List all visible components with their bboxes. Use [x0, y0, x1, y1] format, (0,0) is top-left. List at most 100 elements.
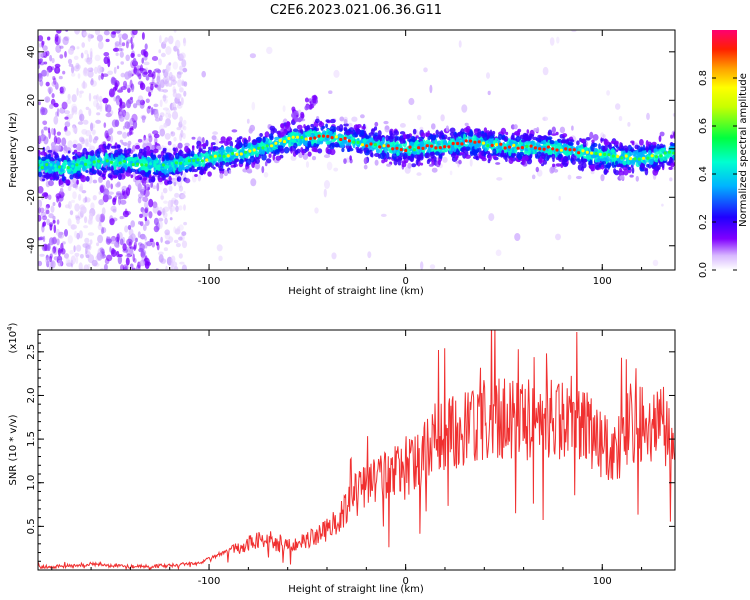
noise-point: [145, 86, 152, 92]
noise-point: [156, 75, 161, 84]
noise-point: [42, 215, 48, 221]
band-point: [592, 134, 599, 141]
band-point: [418, 136, 425, 140]
band-point: [535, 155, 540, 159]
streak-point: [277, 130, 282, 136]
ridge-point: [417, 146, 421, 150]
noise-point: [165, 63, 172, 72]
noise-point: [137, 138, 143, 143]
band-point: [54, 176, 60, 181]
noise-point: [162, 95, 168, 99]
band-point: [256, 136, 262, 142]
noise-point: [615, 103, 621, 110]
ridge-point: [97, 159, 101, 163]
noise-point: [77, 121, 84, 125]
noise-point: [73, 65, 80, 72]
ridge-point: [101, 160, 105, 164]
band-point: [228, 169, 232, 175]
noise-point: [152, 130, 159, 135]
noise-point: [575, 175, 582, 180]
ridge-point: [170, 161, 174, 166]
ridge-point: [490, 143, 494, 147]
band-point: [122, 167, 125, 174]
colorbar-tick-label: 0.0: [698, 262, 709, 278]
noise-point: [39, 79, 44, 87]
noise-point: [79, 92, 82, 99]
band-point: [348, 144, 352, 151]
ridge-point: [248, 149, 252, 153]
band-point: [67, 150, 71, 154]
noise-point: [571, 30, 577, 33]
band-point: [590, 144, 595, 152]
band-point: [583, 146, 589, 152]
noise-point: [58, 75, 63, 80]
ridge-point: [265, 144, 269, 148]
noise-point: [181, 59, 187, 68]
ridge-point: [71, 164, 75, 168]
band-point: [362, 138, 367, 144]
band-point: [343, 158, 347, 165]
noise-point: [201, 70, 206, 78]
noise-point: [120, 48, 124, 52]
noise-point: [90, 78, 94, 83]
noise-point: [56, 108, 60, 117]
noise-point: [55, 228, 60, 236]
band-point: [542, 139, 547, 145]
band-point: [72, 173, 78, 179]
band-point: [318, 140, 321, 145]
noise-point: [109, 218, 115, 226]
noise-point: [144, 255, 148, 264]
band-point: [609, 159, 612, 163]
band-point: [130, 168, 137, 172]
band-point: [635, 175, 639, 182]
band-point: [352, 144, 356, 149]
band-point: [279, 148, 285, 154]
band-point: [198, 153, 202, 158]
noise-point: [175, 205, 179, 213]
ridge-point: [533, 146, 538, 150]
band-point: [157, 154, 162, 159]
band-point: [399, 138, 405, 144]
noise-point: [176, 103, 183, 109]
band-point: [85, 175, 90, 182]
noise-point: [216, 244, 223, 252]
band-point: [659, 147, 666, 152]
noise-point: [152, 204, 159, 214]
noise-point: [105, 112, 112, 118]
band-point: [339, 124, 344, 131]
band-point: [162, 149, 167, 154]
noise-point: [95, 119, 101, 124]
noise-point: [56, 131, 62, 136]
ridge-point: [313, 136, 317, 140]
band-point: [187, 165, 190, 169]
ridge-point: [356, 140, 360, 144]
noise-point: [360, 114, 365, 119]
noise-point: [131, 113, 138, 123]
ridge-point: [468, 139, 473, 143]
noise-point: [117, 89, 124, 93]
snr-marks: [38, 330, 675, 570]
band-point: [74, 165, 78, 173]
noise-point: [212, 131, 219, 135]
noise-point: [147, 105, 152, 110]
ridge-point: [278, 138, 282, 143]
band-point: [343, 119, 348, 124]
noise-point: [112, 47, 120, 52]
noise-point: [85, 142, 92, 148]
band-point: [567, 154, 571, 161]
noise-point: [183, 204, 186, 211]
band-point: [405, 134, 411, 139]
ridge-point: [274, 141, 278, 145]
ridge-point: [646, 156, 650, 160]
noise-point: [488, 213, 495, 222]
noise-point: [118, 195, 124, 200]
noise-point: [52, 246, 57, 254]
noise-point: [170, 131, 174, 135]
ridge-point: [538, 147, 542, 151]
band-point: [394, 158, 399, 162]
noise-point: [169, 217, 173, 221]
spectrogram-marks: [38, 30, 675, 270]
noise-point: [130, 37, 133, 44]
noise-point: [142, 196, 149, 202]
noise-point: [144, 241, 148, 249]
